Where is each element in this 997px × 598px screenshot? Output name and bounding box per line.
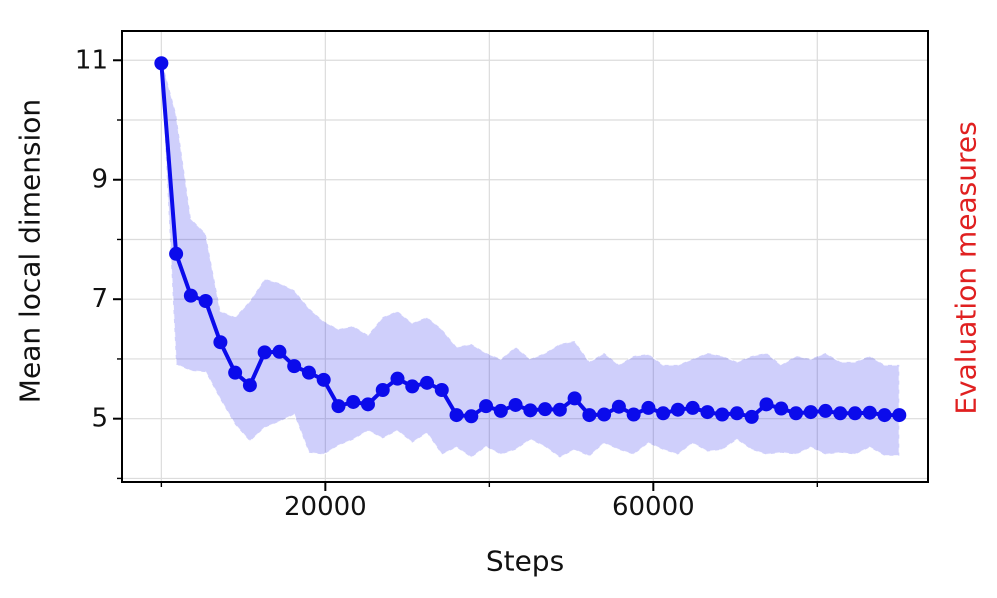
y-tick-label: 9 — [91, 165, 108, 195]
data-point — [626, 407, 641, 422]
data-point — [729, 406, 744, 421]
data-point — [552, 402, 567, 417]
data-point — [464, 409, 479, 424]
data-point — [582, 408, 597, 423]
data-point — [405, 379, 420, 394]
data-point — [567, 391, 582, 406]
data-point — [390, 371, 405, 386]
data-point — [213, 335, 228, 350]
data-point — [597, 407, 612, 422]
data-point — [685, 400, 700, 415]
data-point — [670, 402, 685, 417]
data-point — [228, 365, 243, 380]
right-axis-label: Evaluation measures — [949, 121, 983, 415]
data-point — [848, 406, 863, 421]
data-point — [169, 246, 184, 261]
data-point — [862, 405, 877, 420]
data-point — [242, 378, 257, 393]
data-point — [508, 397, 523, 412]
data-point — [287, 359, 302, 374]
grid-lines — [122, 31, 928, 482]
data-point — [523, 403, 538, 418]
data-point — [272, 344, 287, 359]
y-tick-label: 5 — [91, 404, 108, 434]
data-point — [803, 405, 818, 420]
data-point — [656, 406, 671, 421]
x-tick-label: 60000 — [612, 492, 695, 522]
y-tick-label: 7 — [91, 284, 108, 314]
confidence-band — [160, 58, 900, 459]
data-point — [183, 288, 198, 303]
data-point — [700, 405, 715, 420]
data-point — [301, 365, 316, 380]
data-point — [331, 399, 346, 414]
data-point — [198, 294, 213, 309]
data-point — [420, 375, 435, 390]
data-point — [744, 409, 759, 424]
data-point — [833, 406, 848, 421]
data-point — [818, 403, 833, 418]
data-point — [877, 408, 892, 423]
x-axis-label: Steps — [485, 544, 565, 578]
data-point — [892, 408, 907, 423]
axis-ticks — [113, 59, 819, 491]
plot-frame — [121, 30, 929, 483]
data-point — [759, 397, 774, 412]
data-point — [715, 407, 730, 422]
data-point — [641, 400, 656, 415]
x-tick-label: 20000 — [284, 492, 367, 522]
y-axis-label: Mean local dimension — [13, 98, 47, 404]
data-point — [611, 399, 626, 414]
data-point — [257, 345, 272, 360]
data-points — [154, 56, 907, 424]
data-point — [479, 399, 494, 414]
y-tick-label: 11 — [75, 45, 108, 75]
data-point — [788, 406, 803, 421]
data-point — [346, 394, 361, 409]
data-point — [493, 403, 508, 418]
data-point — [154, 56, 169, 71]
data-point — [375, 383, 390, 398]
data-point — [434, 383, 449, 398]
data-point — [316, 372, 331, 387]
data-point — [360, 397, 375, 412]
data-point — [774, 401, 789, 416]
data-point — [538, 402, 553, 417]
data-point — [449, 408, 464, 423]
tick-labels: 5 7 9 11 20000 60000 — [75, 45, 695, 522]
